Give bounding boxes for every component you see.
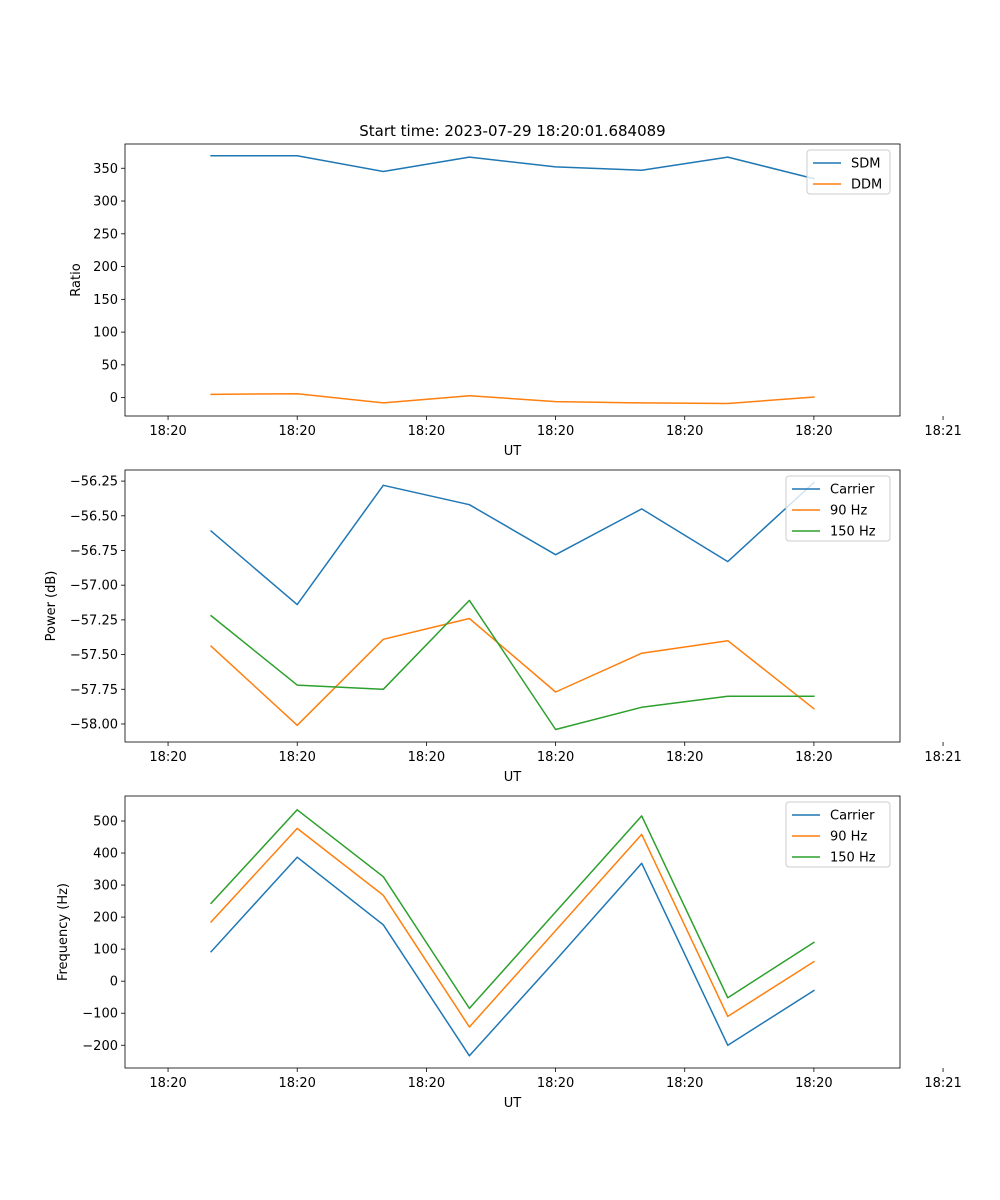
legend-label: DDM: [851, 178, 882, 193]
legend-box: [806, 149, 891, 195]
x-tick-label: 18:21: [924, 424, 961, 439]
y-tick-label: −57.25: [70, 613, 118, 628]
y-tick-label: −56.25: [70, 475, 118, 490]
chart-panel-3: 18:20 18:20 18:20 18:20 18:20 18:20 18:21 −200 −…: [56, 795, 962, 1111]
x-tick-label: 18:21: [924, 1076, 961, 1091]
y-tick-label: 200: [93, 911, 118, 926]
series-line-90-hz: [210, 617, 815, 727]
y-tick-label: 500: [93, 814, 118, 829]
x-tick-label: 18:20: [795, 750, 832, 765]
legend-label: 90 Hz: [830, 830, 867, 845]
x-tick-label: 18:20: [149, 424, 186, 439]
y-tick-label: −100: [82, 1007, 118, 1022]
legend: Carrier 90 Hz 150 Hz: [785, 475, 891, 542]
y-axis-label: Ratio: [69, 263, 84, 296]
chart-title: Start time: 2023-07-29 18:20:01.684089: [359, 122, 665, 140]
axes-frame: [124, 469, 901, 743]
x-tick-label: 18:20: [149, 750, 186, 765]
x-tick-label: 18:20: [666, 750, 703, 765]
x-tick-label: 18:20: [537, 1076, 574, 1091]
x-tick-label: 18:20: [537, 424, 574, 439]
legend-box: [785, 801, 891, 868]
x-axis-label: UT: [504, 444, 522, 459]
x-tick-label: 18:20: [278, 1076, 315, 1091]
y-tick-label: 150: [93, 293, 118, 308]
y-tick-label: −58.00: [70, 717, 118, 732]
series-line-150-hz: [210, 599, 815, 731]
legend-box: [785, 475, 891, 542]
legend-label: 150 Hz: [830, 525, 876, 540]
y-tick-label: −56.50: [70, 509, 118, 524]
y-tick-label: 100: [93, 943, 118, 958]
y-tick-label: 350: [93, 162, 118, 177]
legend-label: SDM: [851, 157, 880, 172]
chart-panel-2: 18:20 18:20 18:20 18:20 18:20 18:20 18:21 −58.0…: [44, 469, 962, 785]
y-tick-label: 300: [93, 879, 118, 894]
series-line-ddm: [210, 392, 815, 405]
x-tick-label: 18:20: [408, 1076, 445, 1091]
x-tick-label: 18:20: [666, 1076, 703, 1091]
y-axis-label: Power (dB): [44, 571, 59, 642]
y-tick-label: 0: [110, 975, 118, 990]
x-tick-label: 18:20: [666, 424, 703, 439]
x-tick-label: 18:20: [795, 1076, 832, 1091]
x-tick-label: 18:20: [408, 750, 445, 765]
series-line-carrier: [210, 856, 815, 1057]
y-tick-label: −57.50: [70, 648, 118, 663]
series-line-90-hz: [210, 827, 815, 1028]
x-axis-label: UT: [504, 1096, 522, 1111]
y-tick-label: −57.00: [70, 579, 118, 594]
y-tick-label: −57.75: [70, 683, 118, 698]
y-tick-label: 0: [110, 391, 118, 406]
x-tick-label: 18:20: [537, 750, 574, 765]
legend: Carrier 90 Hz 150 Hz: [785, 801, 891, 868]
y-tick-label: 300: [93, 195, 118, 210]
legend: SDM DDM: [806, 149, 891, 195]
legend-label: Carrier: [830, 483, 875, 498]
x-tick-label: 18:20: [278, 750, 315, 765]
series-line-carrier: [210, 481, 815, 606]
y-tick-label: −56.75: [70, 544, 118, 559]
legend-label: 150 Hz: [830, 851, 876, 866]
y-tick-label: 50: [101, 358, 118, 373]
y-tick-label: 250: [93, 227, 118, 242]
y-tick-label: 400: [93, 847, 118, 862]
series-line-150-hz: [210, 809, 815, 1010]
x-tick-label: 18:20: [795, 424, 832, 439]
x-tick-label: 18:20: [408, 424, 445, 439]
x-tick-label: 18:21: [924, 750, 961, 765]
x-tick-label: 18:20: [278, 424, 315, 439]
legend-label: Carrier: [830, 809, 875, 824]
x-tick-label: 18:20: [149, 1076, 186, 1091]
y-axis-label: Frequency (Hz): [56, 883, 71, 981]
y-tick-label: 200: [93, 260, 118, 275]
axes-frame: [124, 143, 901, 417]
x-axis-label: UT: [504, 770, 522, 785]
legend-label: 90 Hz: [830, 504, 867, 519]
y-tick-label: −200: [82, 1039, 118, 1054]
chart-panel-1: Start time: 2023-07-29 18:20:01.684089 18…: [69, 122, 962, 459]
axes-frame: [124, 795, 901, 1069]
series-line-sdm: [210, 155, 815, 180]
y-tick-label: 100: [93, 326, 118, 341]
